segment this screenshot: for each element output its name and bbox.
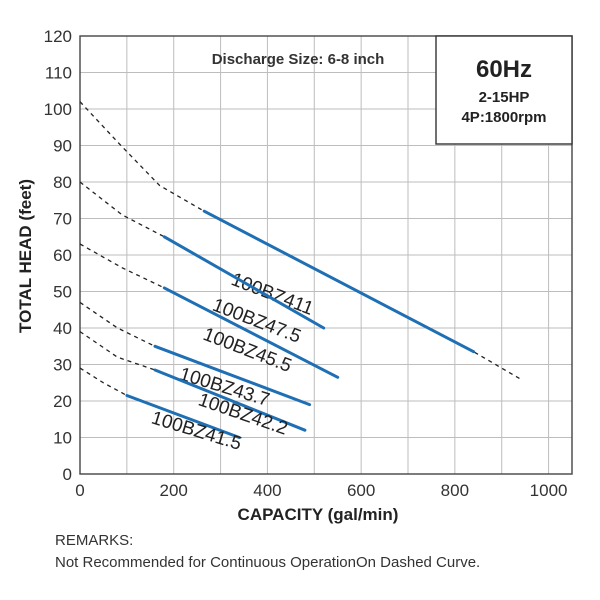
x-tick-label: 1000 — [530, 481, 568, 500]
x-tick-label: 400 — [253, 481, 281, 500]
series-dashed-curve — [79, 243, 165, 289]
series-recommended-curve — [153, 368, 307, 432]
y-tick-label: 10 — [53, 429, 72, 448]
axes: 0 10 20 30 40 50 60 70 80 90 100 110 120 0 200 400 600 80… — [44, 27, 573, 500]
remarks-heading: REMARKS: — [55, 532, 134, 549]
info-box: 60Hz 2-15HP 4P:1800rpm — [435, 35, 573, 145]
y-tick-label: 120 — [44, 27, 72, 46]
x-tick-label: 0 — [75, 481, 84, 500]
y-tick-label: 90 — [53, 137, 72, 156]
series-recommended-curve — [162, 235, 326, 330]
y-tick-label: 60 — [53, 246, 72, 265]
y-axis-label: TOTAL HEAD (feet) — [16, 179, 35, 333]
series-dashed-curve — [79, 301, 156, 347]
remarks-text: Not Recommended for Continuous Operation… — [55, 554, 481, 571]
series-recommended-curve — [202, 209, 476, 354]
x-tick-label: 200 — [160, 481, 188, 500]
y-tick-label: 80 — [53, 173, 72, 192]
series: 100BZ411100BZ47.5100BZ45.5100BZ43.7100BZ… — [79, 101, 521, 455]
series-dashed-curve — [79, 367, 128, 397]
plot-frame — [79, 35, 573, 475]
info-power: 2-15HP — [479, 89, 530, 106]
x-tick-label: 800 — [441, 481, 469, 500]
series-dashed-curve — [79, 181, 165, 238]
info-frequency: 60Hz — [476, 56, 532, 83]
y-tick-label: 110 — [45, 64, 72, 83]
x-tick-label: 600 — [347, 481, 375, 500]
y-tick-label: 0 — [63, 465, 72, 484]
grid — [80, 36, 572, 474]
y-tick-label: 100 — [44, 100, 72, 119]
series-recommended-curve — [125, 394, 241, 439]
y-tick-label: 70 — [53, 210, 72, 229]
y-tick-label: 50 — [53, 283, 72, 302]
chart-title: Discharge Size: 6-8 inch — [212, 51, 385, 68]
x-axis-label: CAPACITY (gal/min) — [238, 505, 399, 524]
series-recommended-curve — [162, 286, 340, 379]
y-tick-label: 40 — [53, 319, 72, 338]
y-tick-label: 20 — [53, 392, 72, 411]
y-tick-label: 30 — [53, 356, 72, 375]
series-recommended-curve — [153, 344, 312, 407]
info-speed: 4P:1800rpm — [461, 109, 546, 126]
remarks: REMARKS: Not Recommended for Continuous … — [55, 530, 480, 574]
